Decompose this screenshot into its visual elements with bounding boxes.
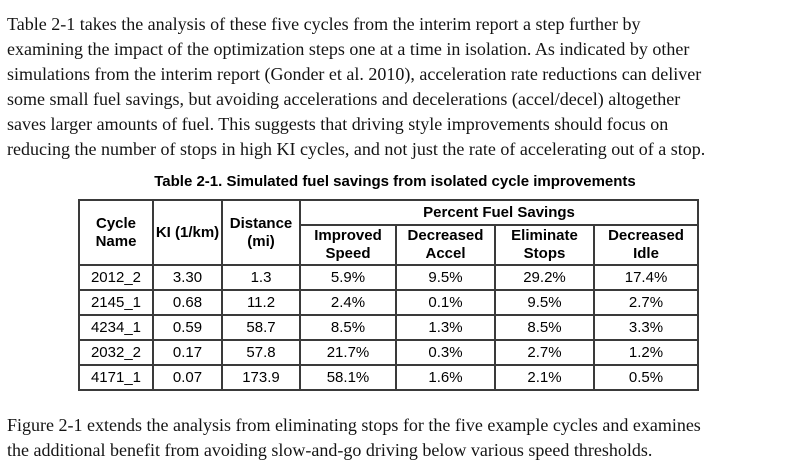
cell-decreased-accel: 9.5% [395,264,496,291]
text-line: simulations from the interim report (Gon… [7,64,702,84]
table-title: Table 2-1. Simulated fuel savings from i… [154,173,636,190]
col-header-eliminate-stops: Eliminate Stops [494,224,595,266]
table-header-row-group: Cycle Name KI (1/km) Distance (mi) Perce… [78,199,700,266]
cell-cycle-name: 4171_1 [78,364,154,391]
cell-cycle-name: 2032_2 [78,339,154,366]
cell-ki: 0.68 [152,289,223,316]
col-header-ki: KI (1/km) [152,199,223,266]
text-line: examining the impact of the optimization… [7,39,690,59]
cell-decreased-idle: 1.2% [592,339,700,366]
cell-improved-speed: 5.9% [299,264,397,291]
cell-eliminate-stops: 2.1% [494,364,595,391]
cell-distance: 11.2 [221,289,301,316]
cell-distance: 58.7 [221,314,301,341]
cell-improved-speed: 2.4% [299,289,397,316]
cell-improved-speed: 8.5% [299,314,397,341]
cell-decreased-idle: 2.7% [592,289,700,316]
cell-ki: 0.59 [152,314,223,341]
cell-decreased-accel: 0.3% [395,339,496,366]
cell-cycle-name: 2145_1 [78,289,154,316]
text-line: saves larger amounts of fuel. This sugge… [7,114,669,134]
cell-decreased-idle: 17.4% [592,264,700,291]
cell-ki: 3.30 [152,264,223,291]
table-row: 2145_1 0.68 11.2 2.4% 0.1% 9.5% 2.7% [78,289,700,316]
cell-eliminate-stops: 9.5% [494,289,595,316]
col-header-improved-speed: Improved Speed [299,224,397,266]
table-row: 2012_2 3.30 1.3 5.9% 9.5% 29.2% 17.4% [78,264,700,291]
table-header-row-sub: Improved Speed Decreased Accel Eliminate… [79,224,700,266]
text-line: the additional benefit from avoiding slo… [7,440,653,460]
cell-eliminate-stops: 8.5% [494,314,595,341]
text-line: Figure 2-1 extends the analysis from eli… [7,415,701,435]
cell-cycle-name: 2012_2 [78,264,154,291]
cell-eliminate-stops: 2.7% [494,339,595,366]
text-line: reducing the number of stops in high KI … [7,139,706,159]
col-header-decreased-accel: Decreased Accel [395,224,496,266]
cell-improved-speed: 21.7% [299,339,397,366]
text-line: some small fuel savings, but avoiding ac… [7,89,681,109]
col-header-distance: Distance (mi) [221,199,301,266]
cell-ki: 0.07 [152,364,223,391]
table-row: 4171_1 0.07 173.9 58.1% 1.6% 2.1% 0.5% [78,364,700,391]
col-header-decreased-idle: Decreased Idle [592,224,700,266]
cell-ki: 0.17 [152,339,223,366]
cell-decreased-idle: 0.5% [592,364,700,391]
cell-decreased-accel: 1.6% [395,364,496,391]
cell-improved-speed: 58.1% [299,364,397,391]
cell-decreased-accel: 1.3% [395,314,496,341]
cell-eliminate-stops: 29.2% [494,264,595,291]
text-line: Table 2-1 takes the analysis of these fi… [7,14,641,34]
table-row: 2032_2 0.17 57.8 21.7% 0.3% 2.7% 1.2% [78,339,700,366]
intro-paragraph: Table 2-1 takes the analysis of these fi… [7,0,783,162]
col-header-cycle-name: Cycle Name [78,199,154,266]
closing-paragraph: Figure 2-1 extends the analysis from eli… [7,413,783,463]
cell-decreased-accel: 0.1% [395,289,496,316]
cell-distance: 57.8 [221,339,301,366]
cell-decreased-idle: 3.3% [592,314,700,341]
cell-cycle-name: 4234_1 [78,314,154,341]
fuel-savings-table: Cycle Name KI (1/km) Distance (mi) Perce… [78,199,700,391]
table-row: 4234_1 0.59 58.7 8.5% 1.3% 8.5% 3.3% [78,314,700,341]
cell-distance: 173.9 [221,364,301,391]
col-group-percent-fuel-savings: Percent Fuel Savings [298,199,700,226]
cell-distance: 1.3 [221,264,301,291]
